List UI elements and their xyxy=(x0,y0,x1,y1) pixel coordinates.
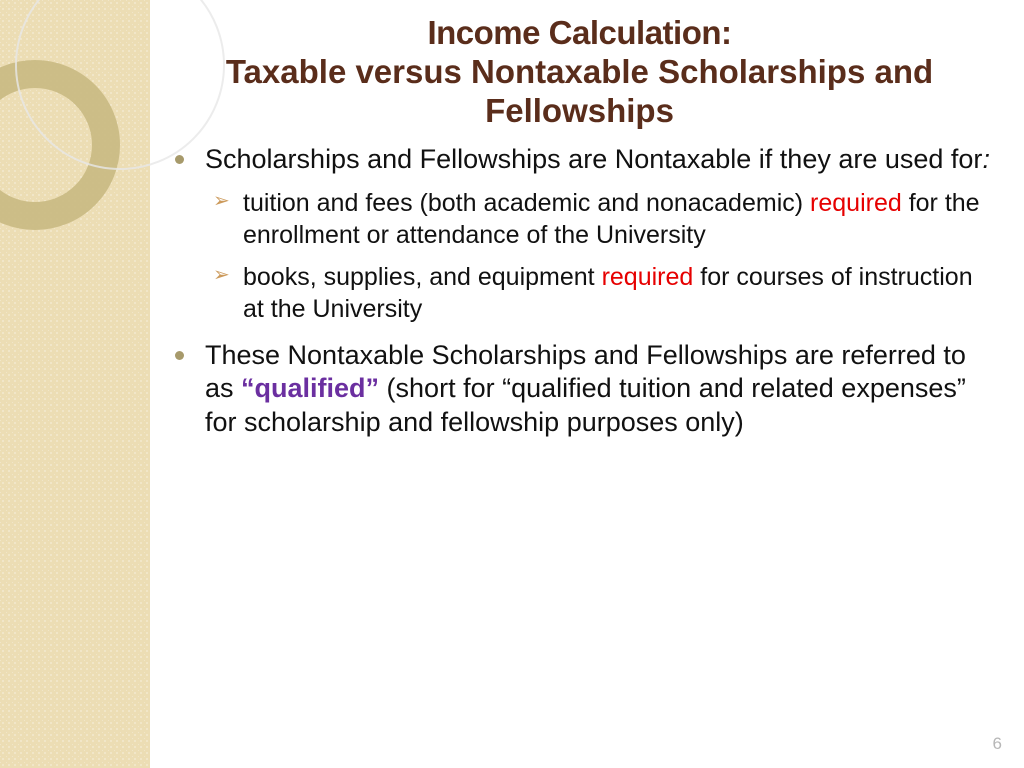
bullet-1-text: Scholarships and Fellowships are Nontaxa… xyxy=(205,144,982,174)
arrow-icon: ➢ xyxy=(213,263,230,289)
sub1-pre: tuition and fees (both academic and nona… xyxy=(243,189,810,217)
sub-bullet-list: ➢ tuition and fees (both academic and no… xyxy=(165,187,994,325)
title-line-1: Income Calculation: xyxy=(165,14,994,53)
sub2-red: required xyxy=(602,263,694,291)
page-number: 6 xyxy=(993,734,1002,754)
title-line-2: Taxable versus Nontaxable Scholarships a… xyxy=(165,53,994,131)
bullet-2-purple: “qualified” xyxy=(241,373,379,403)
slide-body: Scholarships and Fellowships are Nontaxa… xyxy=(165,143,994,440)
slide-title: Income Calculation: Taxable versus Nonta… xyxy=(165,14,994,131)
bullet-item-2: These Nontaxable Scholarships and Fellow… xyxy=(165,339,994,440)
bullet-item-1: Scholarships and Fellowships are Nontaxa… xyxy=(165,143,994,177)
slide-content: Income Calculation: Taxable versus Nonta… xyxy=(165,14,994,758)
presentation-slide: Income Calculation: Taxable versus Nonta… xyxy=(0,0,1024,768)
sub-bullet-2: ➢ books, supplies, and equipment require… xyxy=(165,261,994,325)
sub2-pre: books, supplies, and equipment xyxy=(243,263,602,291)
arrow-icon: ➢ xyxy=(213,189,230,215)
bullet-1-colon: : xyxy=(982,144,990,174)
sub1-red: required xyxy=(810,189,902,217)
sub-bullet-1: ➢ tuition and fees (both academic and no… xyxy=(165,187,994,251)
